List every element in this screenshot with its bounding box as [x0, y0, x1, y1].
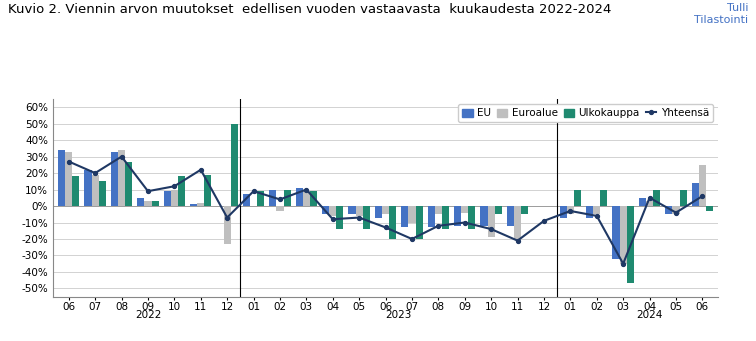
- Bar: [310, 191, 317, 206]
- Bar: [620, 206, 627, 264]
- Bar: [401, 206, 408, 227]
- Bar: [468, 206, 476, 229]
- Bar: [125, 162, 132, 206]
- Bar: [593, 206, 600, 214]
- Bar: [375, 206, 382, 218]
- Bar: [284, 190, 290, 206]
- Bar: [567, 206, 574, 214]
- Bar: [699, 165, 706, 206]
- Text: 2023: 2023: [386, 310, 412, 320]
- Bar: [243, 194, 250, 206]
- Text: Kuvio 2. Viennin arvon muutokset  edellisen vuoden vastaavasta  kuukaudesta 2022: Kuvio 2. Viennin arvon muutokset edellis…: [8, 3, 611, 16]
- Bar: [416, 206, 423, 239]
- Bar: [303, 191, 310, 206]
- Bar: [627, 206, 634, 283]
- Bar: [494, 206, 502, 214]
- Bar: [363, 206, 370, 229]
- Bar: [58, 150, 65, 206]
- Bar: [488, 206, 494, 237]
- Bar: [163, 191, 171, 206]
- Bar: [269, 190, 277, 206]
- Bar: [171, 190, 178, 206]
- Bar: [428, 206, 435, 227]
- Bar: [665, 206, 672, 214]
- Bar: [706, 206, 713, 211]
- Bar: [461, 206, 468, 213]
- Bar: [329, 206, 336, 216]
- Text: 2022: 2022: [135, 310, 161, 320]
- Bar: [277, 206, 284, 211]
- Bar: [355, 206, 363, 216]
- Bar: [507, 206, 514, 226]
- Bar: [435, 206, 442, 214]
- Bar: [73, 176, 79, 206]
- Bar: [190, 204, 197, 206]
- Bar: [65, 152, 73, 206]
- Bar: [653, 190, 660, 206]
- Bar: [257, 191, 265, 206]
- Bar: [481, 206, 488, 226]
- Bar: [224, 206, 231, 244]
- Bar: [91, 175, 99, 206]
- Bar: [138, 198, 144, 206]
- Bar: [521, 206, 528, 214]
- Bar: [389, 206, 396, 239]
- Bar: [204, 175, 212, 206]
- Bar: [559, 206, 567, 218]
- Bar: [99, 181, 106, 206]
- Text: Tulli
Tilastointi: Tulli Tilastointi: [694, 3, 748, 25]
- Bar: [680, 190, 686, 206]
- Bar: [408, 206, 416, 223]
- Bar: [144, 201, 151, 206]
- Bar: [692, 183, 699, 206]
- Bar: [151, 201, 159, 206]
- Bar: [600, 190, 608, 206]
- Bar: [612, 206, 620, 259]
- Bar: [442, 206, 449, 229]
- Text: 2024: 2024: [637, 310, 663, 320]
- Bar: [646, 201, 653, 206]
- Bar: [454, 206, 461, 226]
- Bar: [586, 206, 593, 218]
- Bar: [672, 206, 680, 214]
- Bar: [574, 190, 581, 206]
- Bar: [231, 124, 238, 206]
- Bar: [322, 206, 329, 214]
- Legend: EU, Euroalue, Ulkokauppa, Yhteensä: EU, Euroalue, Ulkokauppa, Yhteensä: [458, 104, 713, 122]
- Bar: [296, 188, 303, 206]
- Bar: [197, 203, 204, 206]
- Bar: [118, 150, 125, 206]
- Bar: [639, 198, 646, 206]
- Bar: [178, 176, 185, 206]
- Bar: [514, 206, 521, 239]
- Bar: [382, 206, 389, 214]
- Bar: [111, 152, 118, 206]
- Bar: [349, 206, 355, 214]
- Bar: [336, 206, 343, 229]
- Bar: [85, 170, 91, 206]
